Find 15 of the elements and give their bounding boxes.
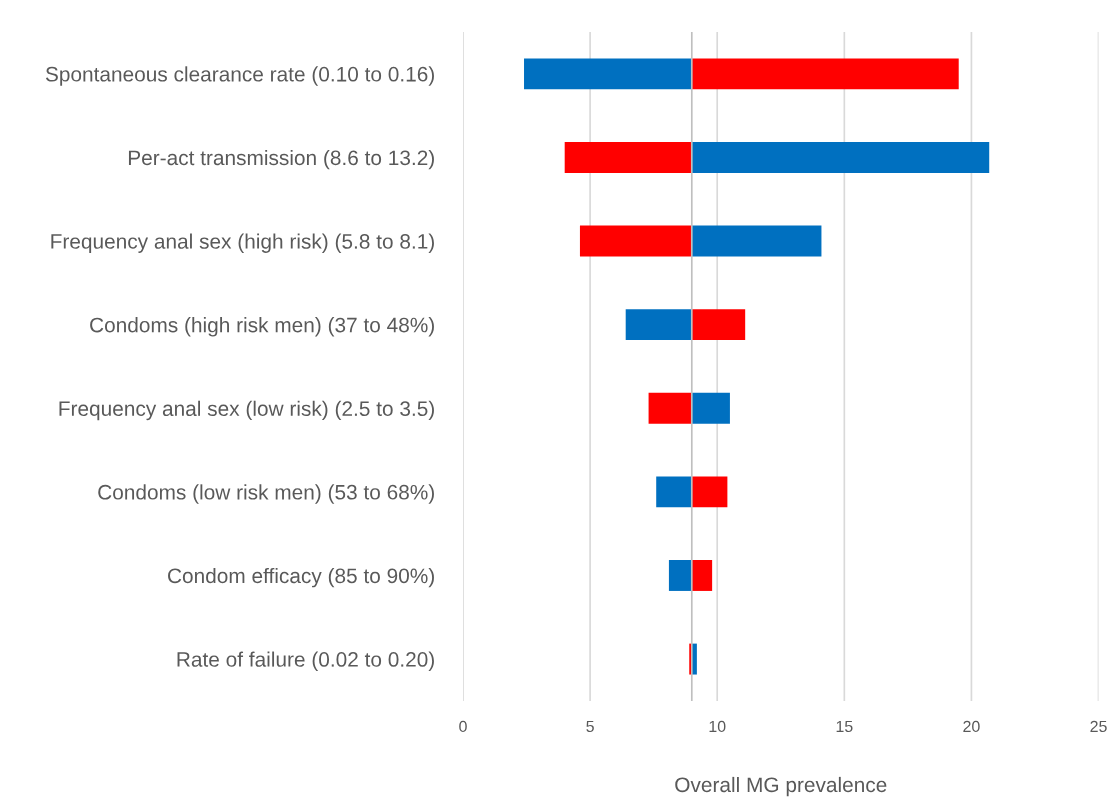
y-tick-label: Condoms (low risk men) (53 to 68%)	[98, 484, 434, 504]
x-tick-label: 15	[836, 720, 853, 733]
y-tick-label: Frequency anal sex (high risk) (5.8 to 8.1)	[51, 233, 434, 253]
y-tick-label: Frequency anal sex (low risk) (2.5 to 3.5)	[59, 400, 434, 421]
x-tick-label: 25	[1090, 720, 1107, 733]
y-tick-label: Condoms (high risk men) (37 to 48%)	[90, 317, 434, 337]
x-tick-label: 0	[459, 720, 467, 733]
y-tick-label: Per-act transmission (8.6 to 13.2)	[128, 149, 434, 170]
x-tick-label: 5	[586, 720, 594, 733]
y-tick-label: Spontaneous clearance rate (0.10 to 0.16)	[45, 66, 434, 86]
x-tick-label: 10	[709, 720, 726, 733]
y-tick-label: Condom efficacy (85 to 90%)	[168, 567, 434, 588]
x-axis-title: Overall MG prevalence	[675, 776, 887, 797]
x-tick-label: 20	[963, 720, 980, 733]
y-tick-label: Rate of failure (0.02 to 0.20)	[177, 651, 434, 671]
